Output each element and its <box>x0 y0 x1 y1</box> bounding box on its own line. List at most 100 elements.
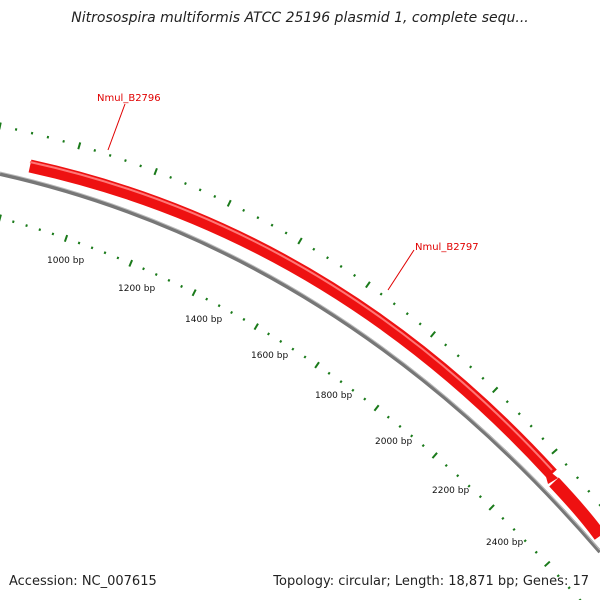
inner-tick-mark <box>512 527 516 532</box>
outer-tick-mark <box>270 223 274 227</box>
tick-label-1600: 1600 bp <box>251 351 288 361</box>
tick-label-1000: 1000 bp <box>47 256 84 266</box>
outer-tick-mark <box>30 131 34 135</box>
tick-label-1400: 1400 bp <box>185 315 222 325</box>
inner-tick-mark <box>444 463 448 468</box>
inner-tick-ring <box>0 214 582 600</box>
inner-tick-mark <box>116 256 120 260</box>
inner-tick-mark <box>63 234 69 243</box>
inner-tick-mark <box>142 267 145 271</box>
outer-tick-mark <box>198 188 202 192</box>
outer-tick-mark <box>456 354 460 358</box>
inner-tick-mark <box>456 474 460 478</box>
outer-tick-mark <box>77 142 82 150</box>
inner-tick-mark <box>386 415 390 419</box>
inner-tick-mark <box>191 289 197 297</box>
outer-tick-mark <box>353 273 357 278</box>
outer-tick-mark <box>541 437 545 441</box>
inner-tick-mark <box>488 504 495 511</box>
outer-tick-mark <box>505 400 509 404</box>
inner-tick-mark <box>373 404 380 412</box>
inner-tick-mark <box>556 574 560 578</box>
inner-tick-mark <box>578 598 582 600</box>
inner-tick-mark <box>303 355 307 359</box>
inner-tick-mark <box>431 452 438 459</box>
map-title: Nitrosospira multiformis ATCC 25196 plas… <box>71 10 529 26</box>
outer-tick-mark <box>312 247 316 251</box>
inner-tick-mark <box>77 241 81 245</box>
inner-tick-mark <box>0 214 2 222</box>
outer-tick-mark <box>587 489 591 493</box>
inner-tick-mark <box>339 380 343 384</box>
outer-tick-mark <box>242 208 246 212</box>
outer-tick-mark <box>14 128 18 131</box>
outer-tick-mark <box>517 412 521 416</box>
inner-tick-mark <box>478 495 482 499</box>
outer-tick-mark <box>365 281 371 289</box>
inner-tick-mark <box>230 310 234 315</box>
outer-tick-ring <box>0 122 600 507</box>
inner-tick-mark <box>205 297 209 301</box>
outer-tick-mark <box>444 343 448 347</box>
inner-tick-mark <box>267 332 270 336</box>
outer-tick-mark <box>297 237 303 245</box>
outer-tick-mark <box>169 175 173 179</box>
outer-tick-mark <box>492 386 499 394</box>
outer-tick-mark <box>284 231 288 235</box>
outer-tick-mark <box>575 476 580 480</box>
outer-tick-mark <box>139 164 142 168</box>
outer-tick-mark <box>124 159 127 163</box>
inner-tick-mark <box>279 339 283 343</box>
tick-label-2200: 2200 bp <box>432 486 469 496</box>
tick-label-1200: 1200 bp <box>118 284 155 294</box>
inner-tick-mark <box>544 560 551 568</box>
outer-tick-mark <box>326 256 329 260</box>
gene-label-nmul-b2797[interactable]: Nmul_B2797 <box>415 242 479 253</box>
outer-tick-mark <box>108 153 112 157</box>
tick-label-1800: 1800 bp <box>315 391 352 401</box>
gene-feature-nmul-b2797[interactable] <box>28 159 557 479</box>
outer-tick-mark <box>429 330 436 338</box>
inner-tick-mark <box>167 278 171 282</box>
outer-tick-mark <box>339 264 343 269</box>
gene-label-nmul-b2796[interactable]: Nmul_B2796 <box>97 93 161 104</box>
inner-tick-mark <box>398 424 402 429</box>
outer-tick-mark <box>184 182 187 186</box>
outer-tick-mark <box>481 376 485 380</box>
outer-tick-mark <box>405 312 409 316</box>
inner-tick-mark <box>51 232 55 236</box>
sequence-summary-text: Topology: circular; Length: 18,871 bp; G… <box>273 574 589 589</box>
tick-label-2400: 2400 bp <box>486 538 523 548</box>
outer-tick-mark <box>551 448 558 455</box>
outer-tick-mark <box>213 194 217 198</box>
outer-tick-mark <box>418 322 422 326</box>
backbone-arc <box>0 172 600 554</box>
inner-tick-mark <box>154 272 158 277</box>
label-leader-nmul-b2796 <box>107 103 126 151</box>
inner-tick-mark <box>501 516 505 520</box>
inner-tick-mark <box>253 323 259 331</box>
outer-tick-mark <box>153 167 158 176</box>
outer-tick-mark <box>226 199 232 207</box>
inner-tick-mark <box>363 397 367 401</box>
outer-tick-mark <box>564 462 568 467</box>
inner-tick-mark <box>351 388 355 392</box>
outer-tick-mark <box>0 122 2 130</box>
outer-tick-mark <box>46 135 50 139</box>
inner-tick-mark <box>314 361 320 369</box>
inner-tick-mark <box>180 284 183 288</box>
outer-tick-mark <box>529 424 533 428</box>
outer-tick-mark <box>256 216 260 220</box>
gene-feature-next[interactable] <box>549 477 600 540</box>
inner-tick-mark <box>534 550 538 554</box>
accession-text: Accession: NC_007615 <box>9 574 157 589</box>
inner-tick-mark <box>103 251 107 255</box>
inner-tick-mark <box>90 246 94 250</box>
outer-tick-mark <box>379 292 383 296</box>
inner-tick-mark <box>242 317 246 322</box>
gene-arrow-head <box>543 466 558 484</box>
outer-tick-mark <box>93 149 97 152</box>
outer-tick-mark <box>392 302 396 306</box>
